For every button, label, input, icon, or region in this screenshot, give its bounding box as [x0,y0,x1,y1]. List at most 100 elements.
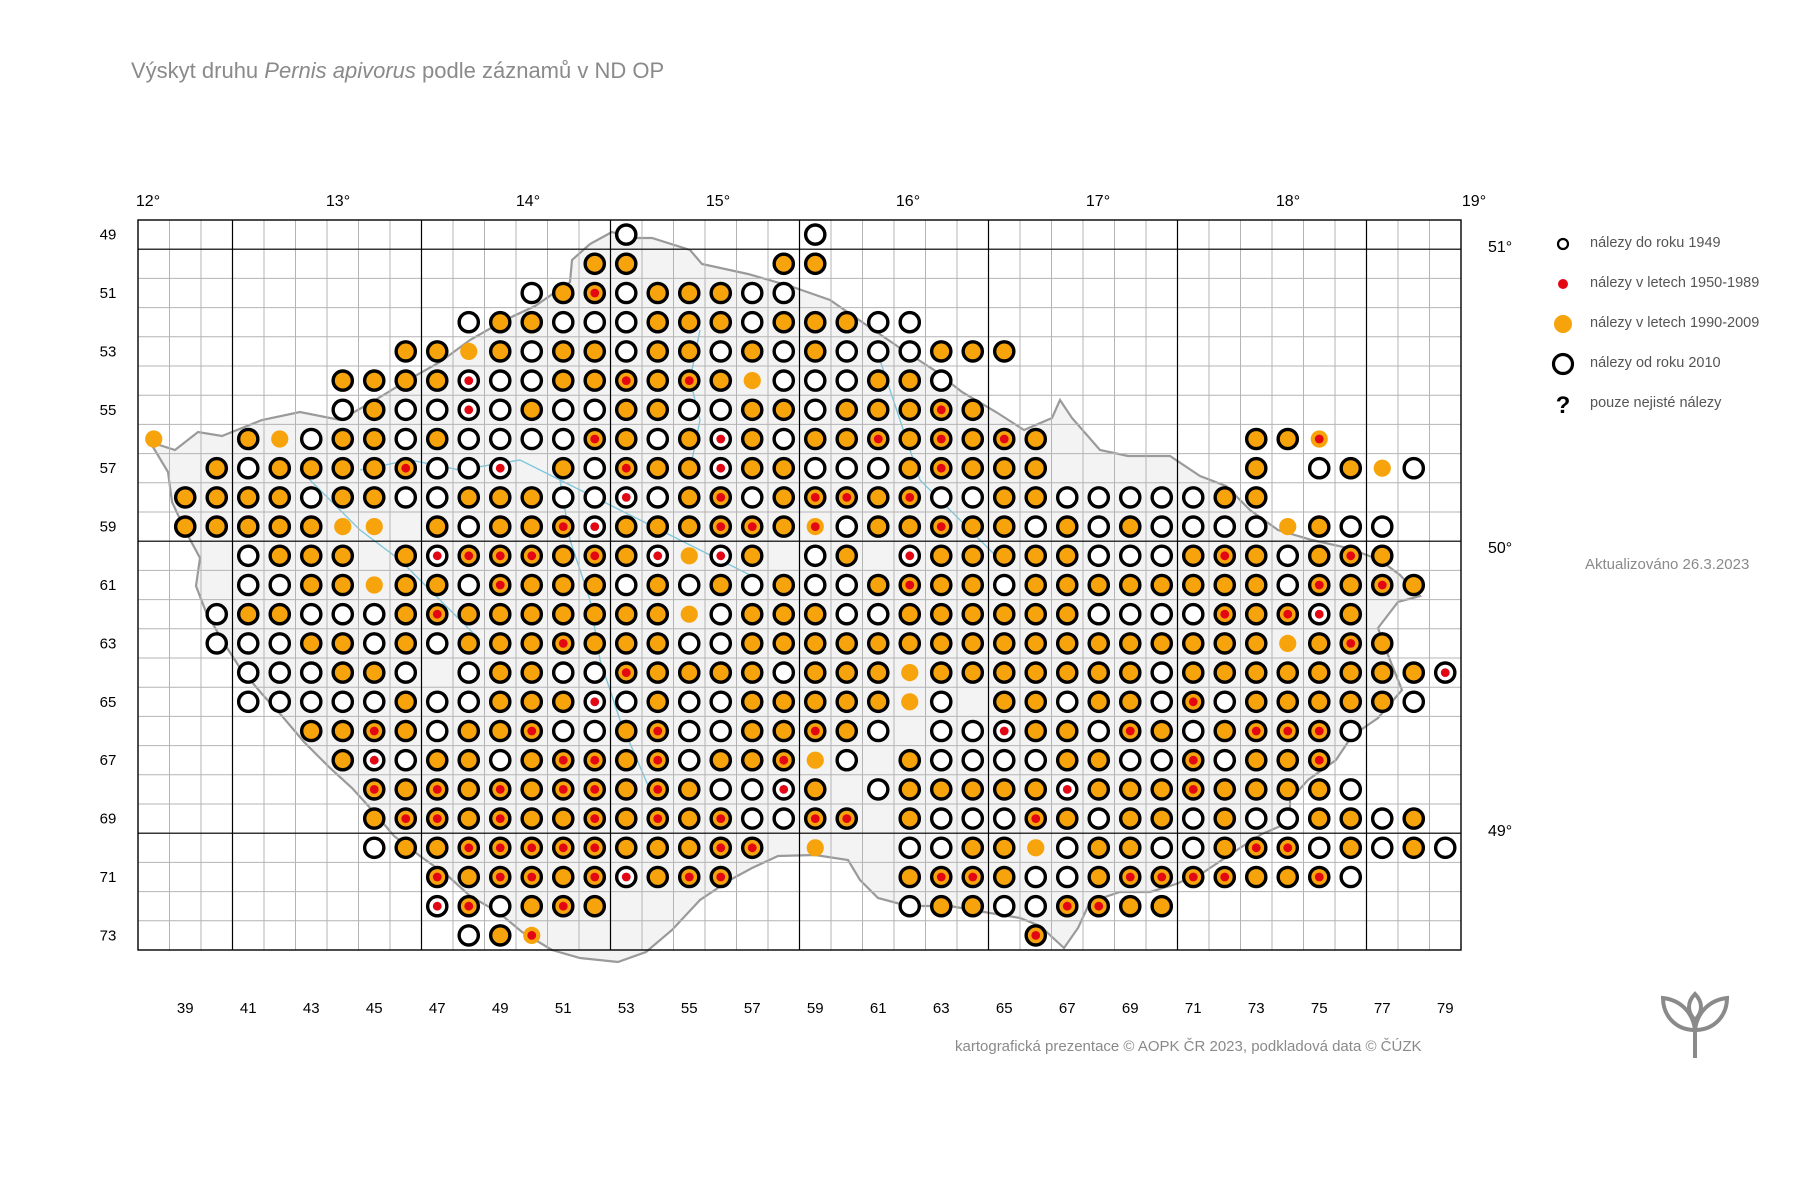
grid-square-record [961,573,985,597]
grid-square-record [1213,748,1237,772]
grid-square-record [488,456,512,480]
grid-square-record [425,894,449,918]
legend-label: nálezy v letech 1990-2009 [1590,315,1760,331]
grid-square-record [835,398,859,422]
grid-square-record [929,748,953,772]
grid-square-record [394,369,418,392]
grid-square-record [1339,865,1363,889]
grid-square-record [992,719,1016,743]
grid-square-record [614,223,638,246]
grid-square-record [583,281,607,305]
row-label: 61 [100,577,117,594]
grid-square-record [614,865,638,889]
grid-square-record [1055,544,1079,568]
grid-square-record [740,602,764,626]
grid-square-record [1339,661,1363,684]
grid-square-record [772,807,796,830]
grid-square-record [866,690,890,714]
grid-square-record [331,369,355,392]
column-label: 65 [996,1000,1013,1017]
grid-square-record [835,719,859,743]
orange-dot-icon [1554,315,1572,333]
grid-square-record [551,281,575,305]
grid-square-record [1150,807,1174,830]
grid-square-record [583,456,607,480]
grid-square-record [1213,602,1237,626]
grid-square-record [1118,778,1142,801]
grid-square-record [1433,661,1457,684]
grid-square-record [646,573,670,597]
grid-square-record [1370,544,1394,568]
grid-square-record [1339,719,1363,743]
grid-square-record [929,427,953,451]
grid-square-record [457,573,481,597]
grid-square-record [425,836,449,860]
longitude-label: 19° [1462,193,1486,210]
grid-square-record [709,515,733,538]
grid-square-record [992,807,1016,830]
grid-square-record [1402,690,1426,714]
grid-square-record [992,661,1016,684]
grid-square-record [1024,544,1048,568]
grid-square-record [425,544,449,568]
grid-square-record [709,748,733,772]
grid-square-record [268,515,292,538]
grid-square-record [331,632,355,655]
grid-square-record [614,778,638,801]
grid-square-record [1087,807,1111,830]
grid-square-record [866,369,890,392]
grid-square-record [866,427,890,451]
grid-square-record [425,807,449,830]
grid-square-record [583,719,607,743]
grid-square-record [1339,632,1363,655]
grid-square-record [520,281,544,305]
grid-square-record [898,456,922,480]
grid-square-record [299,486,323,509]
grid-square-record [677,865,701,889]
grid-square-record [425,778,449,801]
longitude-label: 16° [896,193,920,210]
column-label: 53 [618,1000,635,1017]
grid-square-record [740,748,764,772]
grid-square-record [1339,807,1363,830]
grid-square-record [425,602,449,626]
grid-square-record [803,778,827,801]
grid-square-record [331,486,355,509]
grid-square-record [835,427,859,451]
grid-square-record [1055,515,1079,538]
grid-square-record [299,632,323,655]
grid-square-record [551,865,575,889]
grid-square-record [677,456,701,480]
grid-square-record [1339,778,1363,801]
grid-square-record [929,515,953,538]
grid-square-record [1276,602,1300,626]
grid-square-record [425,632,449,655]
grid-square-record [1087,602,1111,626]
grid-square-record [394,544,418,568]
grid-square-record [740,836,764,860]
grid-square-record [772,661,796,684]
grid-square-record [740,310,764,334]
grid-square-record [488,515,512,538]
grid-square-record [1244,719,1268,743]
grid-square-record [457,661,481,684]
grid-square-record [236,690,260,714]
grid-square-record [1024,865,1048,889]
grid-square-record [961,719,985,743]
grid-square-record [929,894,953,918]
grid-square-record [1307,778,1331,801]
grid-square-record [583,894,607,918]
grid-square-record [646,807,670,830]
grid-square-record [425,690,449,714]
grid-square-record [803,340,827,363]
column-label: 75 [1311,1000,1328,1017]
grid-square-record [1276,661,1300,684]
grid-square-record [334,518,352,536]
grid-square-record [1244,807,1268,830]
grid-square-record [740,515,764,538]
grid-square-record [709,661,733,684]
grid-square-record [1087,661,1111,684]
grid-square-record [1244,427,1268,451]
grid-square-record [898,778,922,801]
